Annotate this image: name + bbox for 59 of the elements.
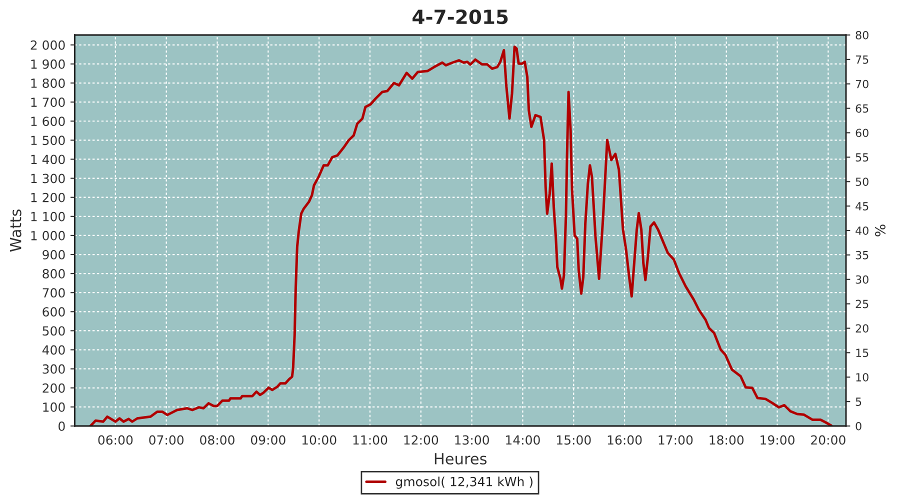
y2-tick-label: 40 — [856, 226, 868, 235]
y2-tick-label: 65 — [856, 104, 868, 113]
x-tick-label: 12:00 — [404, 435, 438, 445]
y2-tick-label: 25 — [856, 300, 868, 308]
y2-tick-label: 0 — [856, 422, 862, 430]
y-tick-label: 1 500 — [31, 136, 65, 146]
x-tick-label: 08:00 — [200, 435, 234, 445]
x-tick-label: 13:00 — [455, 435, 489, 445]
y-tick-label: 1 200 — [31, 192, 65, 202]
x-tick-label: 11:00 — [353, 435, 388, 445]
y2-tick-label: 5 — [856, 398, 862, 406]
y2-tick-label: 35 — [856, 250, 868, 260]
y-tick-label: 1 700 — [31, 98, 65, 107]
x-tick-label: 07:00 — [149, 435, 184, 445]
x-tick-label: 20:00 — [811, 435, 846, 445]
y-tick-label: 700 — [42, 288, 65, 298]
y-tick-label: 200 — [42, 383, 65, 393]
x-tick-label: 09:00 — [250, 435, 286, 445]
y2-tick-label: 45 — [856, 202, 868, 210]
y-tick-label: 2 000 — [30, 40, 65, 50]
y-tick-label: 400 — [42, 345, 65, 355]
y2-tick-label: 30 — [856, 275, 868, 284]
x-tick-label: 17:00 — [658, 435, 693, 445]
y-tick-label: 1 100 — [31, 212, 65, 222]
y-tick-label: 300 — [42, 364, 65, 374]
y2-tick-label: 15 — [856, 348, 868, 358]
y-tick-label: 100 — [43, 402, 65, 412]
y2-tick-label: 60 — [856, 128, 868, 138]
line-series — [89, 46, 832, 426]
y2-tick-label: 20 — [856, 324, 868, 333]
y-tick-label: 800 — [42, 269, 65, 278]
x-axis-title: Heures — [434, 453, 487, 465]
y-tick-label: 500 — [42, 326, 65, 336]
y2-tick-label: 70 — [856, 80, 868, 88]
y-tick-label: 1 400 — [31, 154, 65, 164]
x-tick-label: 14:00 — [506, 435, 540, 445]
x-tick-label: 19:00 — [760, 435, 794, 445]
y2-tick-label: 50 — [856, 178, 868, 186]
chart-title: 4-7-2015 — [412, 9, 508, 24]
y-tick-label: 1 600 — [31, 116, 65, 126]
y-tick-label: 0 — [58, 421, 65, 431]
y-tick-label: 1 000 — [31, 230, 65, 240]
x-tick-label: 16:00 — [608, 435, 642, 445]
y-tick-label: 1 300 — [31, 174, 65, 184]
y2-tick-label: 80 — [856, 30, 868, 40]
y2-tick-label: 55 — [856, 153, 868, 162]
legend-label: gmosol( 12,341 kWh ) — [396, 476, 532, 489]
y-axis-title: Watts — [10, 210, 22, 252]
y-tick-label: 1 900 — [31, 59, 65, 69]
x-tick-label: 15:00 — [556, 435, 591, 445]
y-tick-label: 900 — [42, 250, 65, 260]
x-tick-label: 10:00 — [302, 435, 336, 445]
y-tick-label: 1 800 — [31, 78, 65, 88]
x-tick-label: 06:00 — [98, 435, 133, 445]
x-tick-label: 18:00 — [710, 435, 744, 445]
y2-axis-title: % — [874, 224, 886, 236]
y-tick-label: 600 — [42, 307, 65, 317]
y2-tick-label: 10 — [856, 373, 868, 382]
y2-tick-label: 75 — [856, 56, 868, 64]
